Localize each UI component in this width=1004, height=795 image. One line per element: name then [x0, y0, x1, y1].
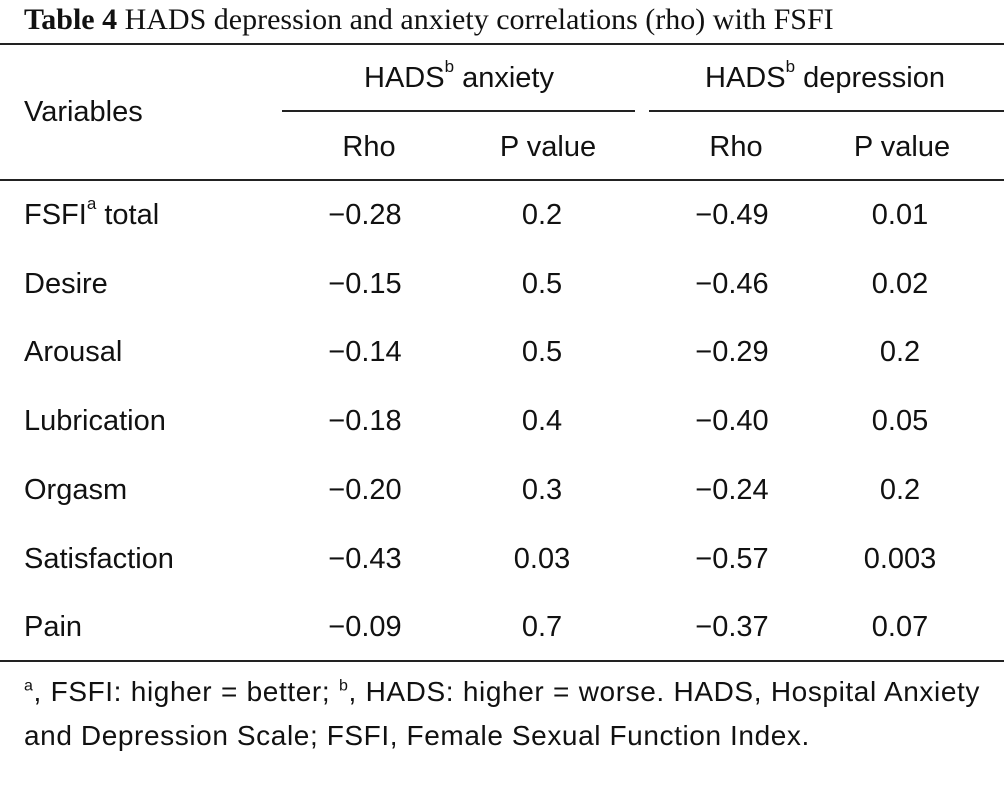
- header-anxiety-p-value: P value: [499, 131, 597, 163]
- anxiety-rho-cell: −0.28: [328, 199, 402, 231]
- depression-p-value-cell: 0.01: [871, 199, 929, 231]
- anxiety-p-value-cell: 0.2: [521, 199, 563, 231]
- table-title: HADS depression and anxiety correlations…: [124, 3, 834, 36]
- depression-rho-cell: −0.46: [695, 268, 769, 300]
- row-label: FSFIa total: [24, 194, 160, 231]
- anxiety-rho-cell: −0.15: [328, 268, 402, 300]
- header-depression-p-value: P value: [853, 131, 951, 163]
- header-variables: Variables: [24, 96, 143, 128]
- anxiety-rho-cell: −0.14: [328, 336, 402, 368]
- bottom-rule: [0, 660, 1004, 662]
- depression-rho-cell: −0.57: [695, 543, 769, 575]
- depression-p-value-cell: 0.2: [879, 336, 921, 368]
- depression-rho-cell: −0.24: [695, 474, 769, 506]
- row-label: Orgasm: [24, 474, 128, 506]
- depression-p-value-cell: 0.2: [879, 474, 921, 506]
- depression-p-value-cell: 0.07: [871, 611, 929, 643]
- table-footnote: a, FSFI: higher = better; b, HADS: highe…: [24, 676, 980, 751]
- header-anxiety-group: HADSb anxiety: [364, 57, 554, 94]
- depression-group-rule: [649, 110, 1004, 112]
- depression-p-value-cell: 0.003: [863, 543, 937, 575]
- row-label: Arousal: [24, 336, 123, 368]
- anxiety-p-value-cell: 0.03: [513, 543, 571, 575]
- row-label: Desire: [24, 268, 108, 300]
- anxiety-p-value-cell: 0.5: [521, 336, 563, 368]
- row-label: Lubrication: [24, 405, 166, 437]
- depression-p-value-cell: 0.02: [871, 268, 929, 300]
- depression-p-value-cell: 0.05: [871, 405, 929, 437]
- depression-rho-cell: −0.29: [695, 336, 769, 368]
- header-anxiety-rho: Rho: [342, 131, 396, 163]
- depression-rho-cell: −0.37: [695, 611, 769, 643]
- anxiety-rho-cell: −0.43: [328, 543, 402, 575]
- anxiety-rho-cell: −0.20: [328, 474, 402, 506]
- anxiety-rho-cell: −0.18: [328, 405, 402, 437]
- table-caption: Table 4 HADS depression and anxiety corr…: [24, 2, 994, 38]
- header-rule: [0, 179, 1004, 181]
- header-depression-rho: Rho: [709, 131, 763, 163]
- anxiety-group-rule: [282, 110, 635, 112]
- depression-rho-cell: −0.49: [695, 199, 769, 231]
- anxiety-p-value-cell: 0.5: [521, 268, 563, 300]
- top-rule: [0, 43, 1004, 45]
- anxiety-p-value-cell: 0.3: [521, 474, 563, 506]
- anxiety-p-value-cell: 0.7: [521, 611, 563, 643]
- depression-rho-cell: −0.40: [695, 405, 769, 437]
- table-label: Table 4: [24, 3, 118, 36]
- header-depression-group: HADSb depression: [705, 57, 945, 94]
- anxiety-p-value-cell: 0.4: [521, 405, 563, 437]
- row-label: Pain: [24, 611, 83, 643]
- row-label: Satisfaction: [24, 543, 174, 575]
- anxiety-rho-cell: −0.09: [328, 611, 402, 643]
